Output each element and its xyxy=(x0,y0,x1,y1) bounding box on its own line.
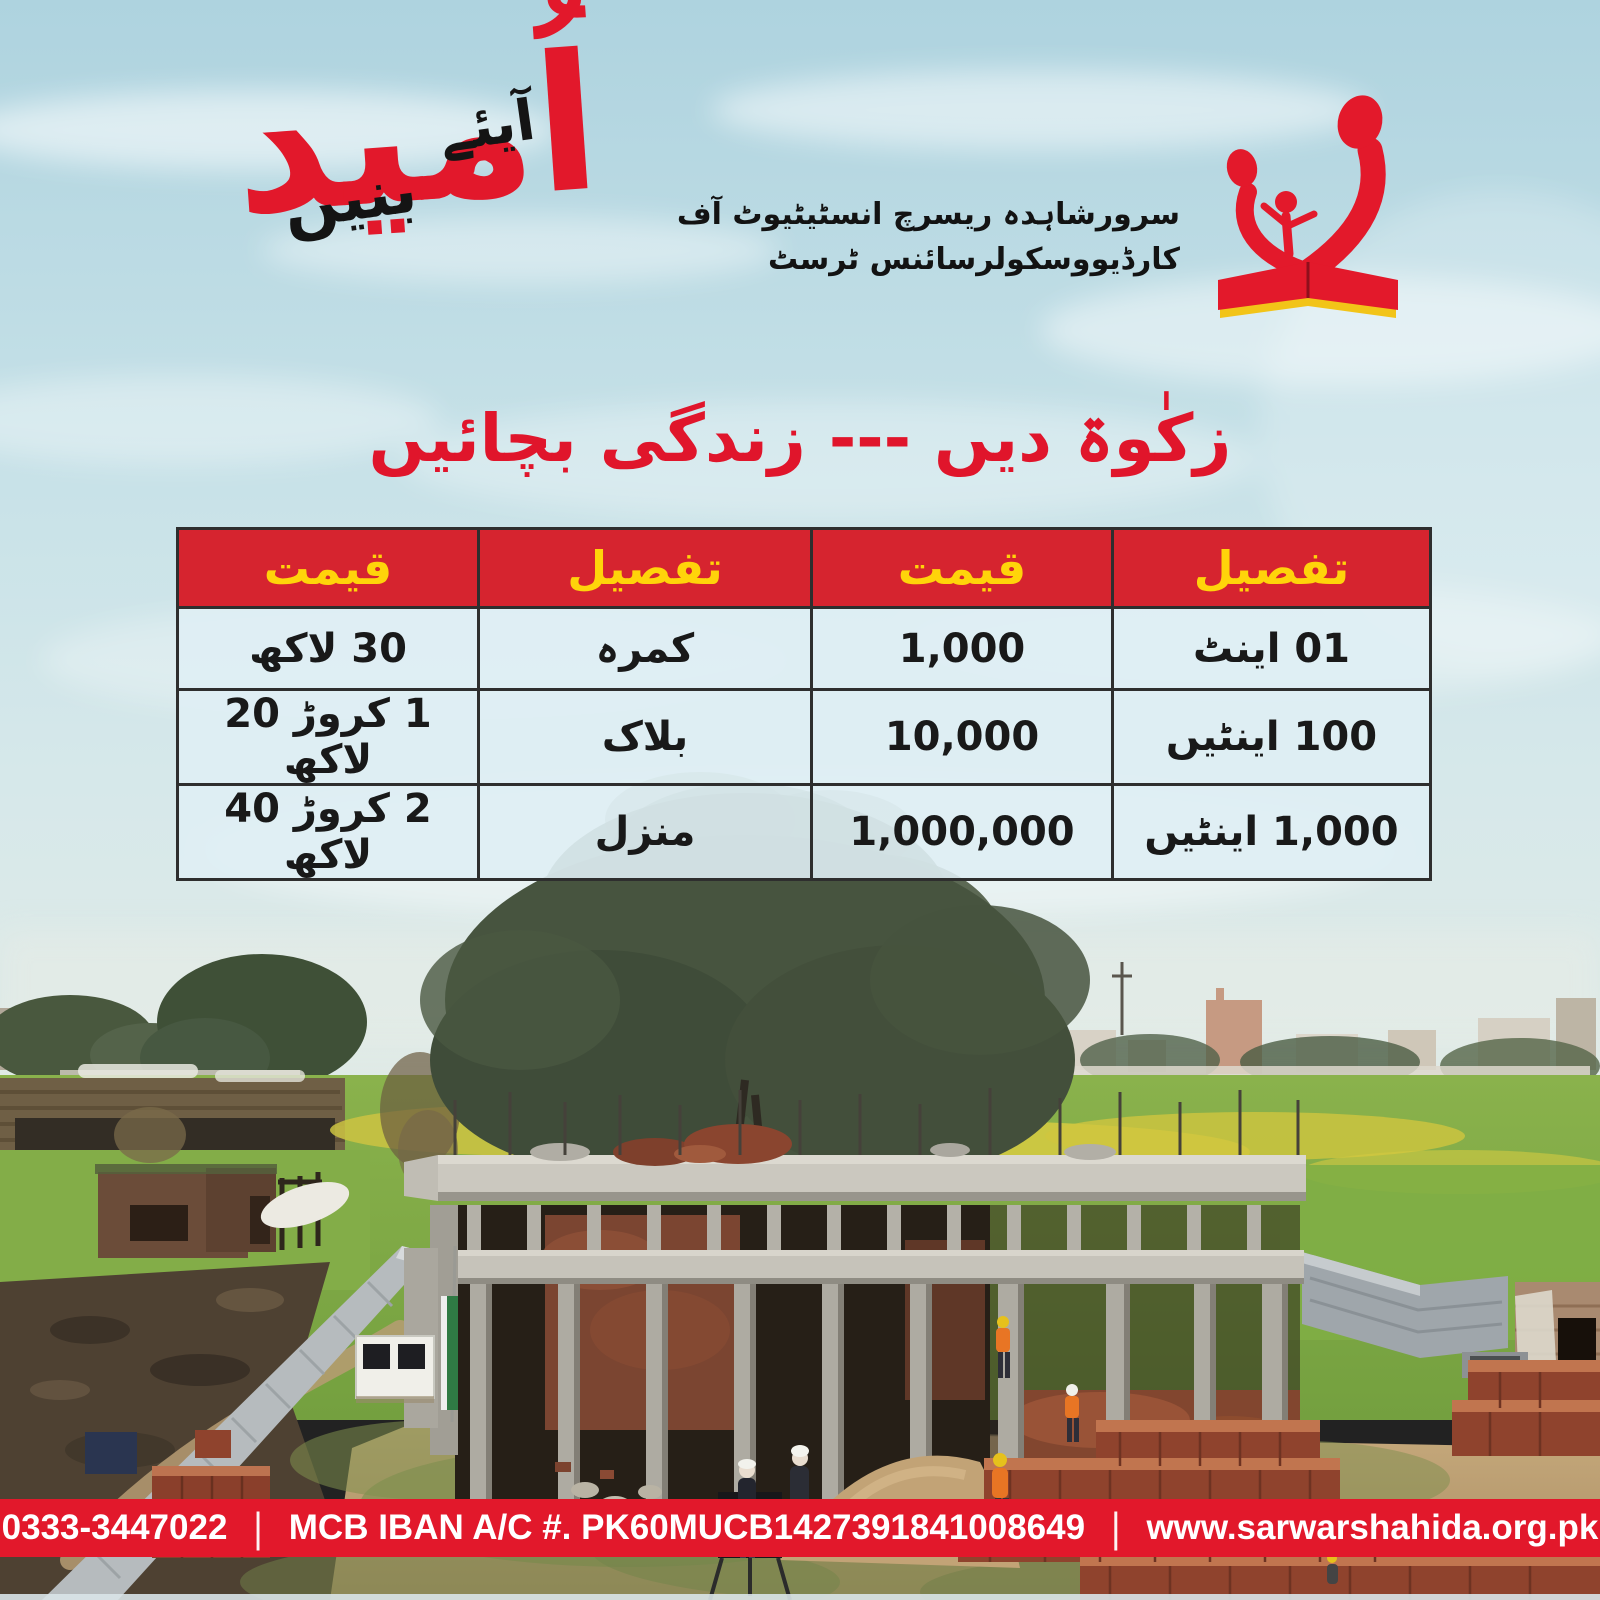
header-detail-bricks: تفصیل xyxy=(1111,527,1432,609)
cell-detail-bricks: 100 اینٹیں xyxy=(1111,688,1432,786)
worker xyxy=(996,1316,1010,1378)
cell-detail-bricks: 01 اینٹ xyxy=(1111,606,1432,691)
header-price-structure: قیمت xyxy=(176,527,480,609)
worker xyxy=(1327,1553,1338,1584)
zakat-slogan: زکٰوۃ دیں --- زندگی بچائیں xyxy=(368,400,1232,477)
header-detail-structure: تفصیل xyxy=(477,527,813,609)
people-heart-open-book-logo-icon xyxy=(1218,95,1398,318)
organization-name-line2: کارڈیووسکولرسائنس ٹرسٹ xyxy=(767,242,1180,277)
donation-price-table: تفصیل قیمت تفصیل قیمت 01 اینٹ 1,000 کمرہ… xyxy=(176,527,1432,881)
brick-ruin xyxy=(95,1164,350,1258)
worker xyxy=(1065,1384,1079,1442)
separator: | xyxy=(253,1503,263,1551)
organization-name: سرورشاہدہ ریسرچ انسٹیٹیوٹ آف کارڈیووسکول… xyxy=(677,192,1180,282)
table-row: 1,000 اینٹیں 1,000,000 منزل 2 کروڑ 40 لا… xyxy=(176,783,1432,881)
cell-price-bricks: 1,000 xyxy=(810,606,1114,691)
cell-detail-structure: بلاک xyxy=(477,688,813,786)
cell-price-bricks: 1,000,000 xyxy=(810,783,1114,881)
table-row: 100 اینٹیں 10,000 بلاک 1 کروڑ 20 لاکھ xyxy=(176,688,1432,786)
rebar xyxy=(453,1088,1300,1155)
header-price-bricks: قیمت xyxy=(810,527,1114,609)
cell-detail-structure: منزل xyxy=(477,783,813,881)
plastic-tunnel xyxy=(260,1182,350,1228)
organization-name-line1: سرورشاہدہ ریسرچ انسٹیٹیوٹ آف xyxy=(676,197,1180,232)
website-url: www.sarwarshahida.org.pk xyxy=(1146,1508,1599,1547)
table-header-row: تفصیل قیمت تفصیل قیمت xyxy=(176,527,1432,609)
footer-contact-bar: 0333-3447022 | MCB IBAN A/C #. PK60MUCB1… xyxy=(0,1499,1600,1557)
headline-calligraphy: اُمید آیئے بنیں xyxy=(225,13,745,378)
cell-detail-bricks: 1,000 اینٹیں xyxy=(1111,783,1432,881)
flag xyxy=(441,1296,447,1410)
blue-tarp xyxy=(85,1432,137,1474)
cell-price-structure: 2 کروڑ 40 لاکھ xyxy=(176,783,480,881)
separator: | xyxy=(1111,1503,1121,1551)
headline-come-word: آیئے xyxy=(434,87,539,166)
phone-number: 0333-3447022 xyxy=(1,1508,228,1547)
cell-price-bricks: 10,000 xyxy=(810,688,1114,786)
cell-price-structure: 30 لاکھ xyxy=(176,606,480,691)
table-row: 01 اینٹ 1,000 کمرہ 30 لاکھ xyxy=(176,606,1432,691)
cell-detail-structure: کمرہ xyxy=(477,606,813,691)
iban-number: MCB IBAN A/C #. PK60MUCB1427391841008649 xyxy=(288,1508,1086,1547)
cell-price-structure: 1 کروڑ 20 لاکھ xyxy=(176,688,480,786)
